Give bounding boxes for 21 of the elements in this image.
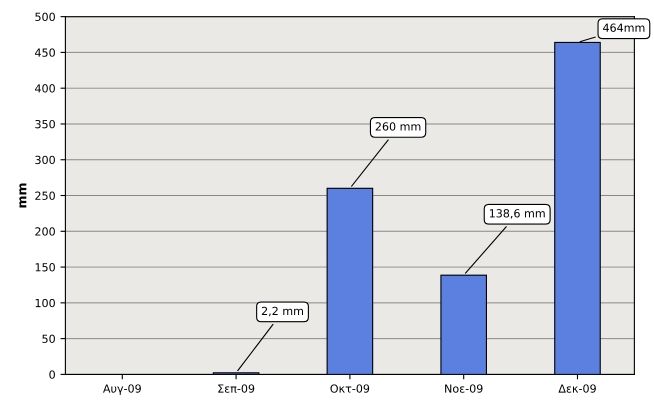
x-tick-label: Δεκ-09 [558,384,596,393]
y-tick-label: 400 [35,84,55,93]
y-tick-label: 500 [35,12,55,22]
x-tick-label: Αυγ-09 [103,384,141,395]
data-label: 464mm [603,24,644,32]
data-label: 2,2 mm [262,306,303,316]
x-tick-label: Οκτ-09 [330,384,370,393]
data-label: 260 mm [376,122,420,131]
y-tick-label: 150 [36,263,55,272]
y-tick-label: 0 [49,370,55,379]
data-label: 138,6 mm [490,209,545,219]
y-tick-label: 50 [42,334,55,344]
y-tick-label: 200 [35,227,55,236]
y-tick-label: 450 [35,48,55,57]
y-tick-label: 300 [35,156,55,164]
y-tick-label: 350 [35,120,55,128]
x-tick-label: Σεπ-09 [218,384,254,393]
x-tick-label: Νοε-09 [445,384,483,393]
y-axis-title: mm [19,183,26,208]
y-tick-label: 100 [36,298,55,308]
y-tick-label: 250 [35,191,55,200]
